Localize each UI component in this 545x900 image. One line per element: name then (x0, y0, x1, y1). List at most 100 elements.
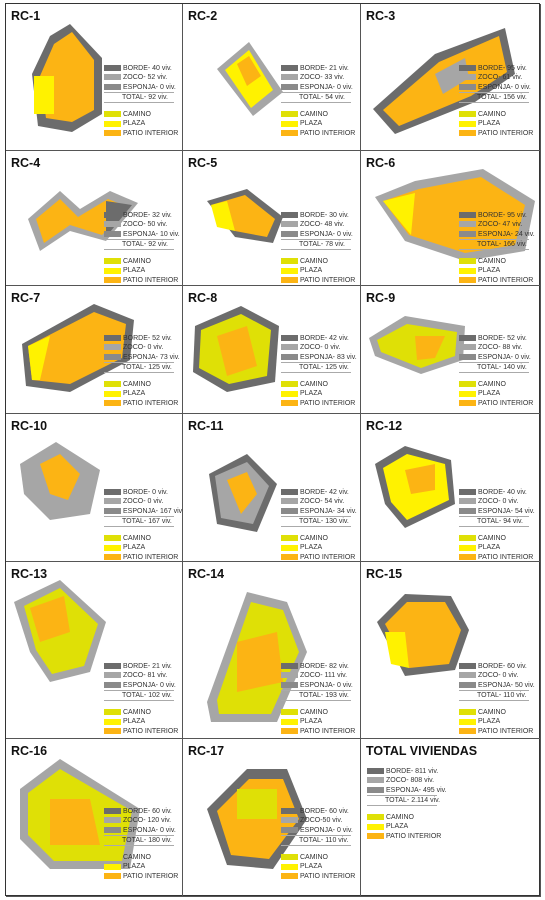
legend-row-plaza: PLAZA (459, 717, 535, 726)
label-camino: CAMINO (123, 709, 151, 717)
label-camino: CAMINO (478, 381, 506, 389)
swatch-patio (459, 553, 476, 560)
cell-title: RC-17 (188, 744, 225, 758)
swatch-plaza (459, 267, 476, 274)
label-camino: CAMINO (300, 381, 328, 389)
label-camino: CAMINO (386, 814, 414, 822)
label-patio: PATIO INTERIOR (386, 832, 442, 840)
legend-row-patio: PATIO INTERIOR (459, 129, 533, 138)
swatch-patio (104, 727, 121, 734)
count-borde: BORDE- 52 viv. (123, 335, 172, 342)
count-borde: BORDE- 21 viv. (300, 65, 349, 72)
label-patio: PATIO INTERIOR (300, 276, 356, 284)
swatch-plaza (459, 544, 476, 551)
legend-row-borde: BORDE- 60 viv. (281, 807, 355, 816)
swatch-borde (281, 335, 298, 342)
legend-row-borde: BORDE- 0 viv. (104, 488, 182, 497)
total-count: TOTAL- 110 viv. (477, 691, 527, 699)
count-esponja: ESPONJA- 54 viv. (478, 507, 535, 515)
block-patio (227, 472, 257, 514)
legend-row-plaza: PLAZA (281, 389, 357, 398)
swatch-plaza (281, 544, 298, 551)
legend-row-borde: BORDE- 60 viv. (459, 662, 535, 671)
label-camino: CAMINO (300, 854, 328, 862)
swatch-borde (459, 65, 476, 72)
swatch-plaza (104, 863, 121, 870)
swatch-patio (367, 832, 384, 839)
count-borde: BORDE- 42 viv. (300, 489, 349, 496)
block-borde (106, 201, 132, 237)
swatch-esponja (104, 230, 121, 237)
divider (459, 361, 529, 363)
swatch-patio (104, 399, 121, 406)
count-zoco: ZOCO- 0 viv. (478, 498, 519, 506)
legend-row-patio: PATIO INTERIOR (459, 276, 535, 285)
legend: BORDE- 0 viv. ZOCO- 0 viv. ESPONJA- 167 vi… (104, 488, 182, 561)
swatch-esponja (281, 826, 298, 833)
count-borde: BORDE- 82 viv. (300, 663, 349, 670)
swatch-camino (104, 258, 121, 265)
legend: BORDE- 21 viv. ZOCO- 81 viv. ESPONJA- 0 vi… (104, 662, 178, 736)
legend-row-esponja: ESPONJA- 0 viv. (281, 826, 355, 835)
total-count: TOTAL- 125 viv. (299, 363, 349, 371)
cell-title: RC-16 (11, 744, 48, 758)
swatch-borde (281, 808, 298, 815)
legend-row-camino: CAMINO (281, 380, 357, 389)
cell-title: RC-3 (366, 9, 396, 23)
divider (281, 238, 351, 240)
cell-rc-12: RC-12 BORDE- 40 viv. ZOCO- 0 viv. ESPONJA- … (361, 414, 541, 562)
legend-row-borde: BORDE- 21 viv. (104, 662, 178, 671)
legend-row-borde: BORDE- 95 viv. (459, 64, 533, 73)
divider (459, 526, 529, 528)
swatch-zoco (459, 498, 476, 505)
legend-row-camino: CAMINO (281, 853, 355, 862)
block-patio (30, 596, 70, 642)
divider (459, 700, 529, 702)
label-camino: CAMINO (123, 381, 151, 389)
label-plaza: PLAZA (386, 823, 409, 831)
legend-row-patio: PATIO INTERIOR (104, 276, 180, 285)
swatch-plaza (459, 390, 476, 397)
cell-rc-4: RC-4 BORDE- 32 viv. ZOCO- 50 viv. ESPONJA- … (6, 151, 183, 286)
legend-row-borde: BORDE- 52 viv. (459, 334, 533, 343)
swatch-zoco (459, 74, 476, 81)
swatch-borde (459, 335, 476, 342)
count-zoco: ZOCO-50 viv. (300, 817, 343, 825)
label-plaza: PLAZA (300, 718, 323, 726)
cell-title: RC-12 (366, 419, 403, 433)
divider (281, 700, 351, 702)
swatch-borde (459, 489, 476, 496)
total-count: TOTAL- 92 viv. (122, 93, 168, 101)
label-plaza: PLAZA (300, 267, 323, 275)
total-count: TOTAL- 130 viv. (299, 517, 349, 525)
legend-row-plaza: PLAZA (104, 266, 180, 275)
label-camino: CAMINO (123, 258, 151, 266)
label-patio: PATIO INTERIOR (300, 129, 356, 137)
legend-row-zoco: ZOCO- 52 viv. (104, 73, 178, 82)
cell-rc-8: RC-8 BORDE- 42 viv. ZOCO- 0 viv. ESPONJA- 8… (183, 286, 361, 414)
site-plan (369, 316, 465, 374)
legend-row-esponja: ESPONJA- 0 viv. (459, 353, 533, 362)
count-esponja: ESPONJA- 0 viv. (300, 826, 353, 834)
count-borde: BORDE- 60 viv. (300, 808, 349, 815)
legend-row-patio: PATIO INTERIOR (281, 553, 357, 561)
cell-title: RC-9 (366, 291, 396, 305)
legend-row-borde: BORDE- 52 viv. (104, 334, 180, 343)
swatch-zoco (459, 344, 476, 351)
divider (281, 845, 351, 847)
swatch-patio (104, 553, 121, 560)
divider (281, 91, 351, 93)
label-camino: CAMINO (300, 709, 328, 717)
swatch-camino (281, 381, 298, 388)
cell-rc-11: RC-11 BORDE- 42 viv. ZOCO- 54 viv. ESPONJA-… (183, 414, 361, 562)
swatch-patio (281, 872, 298, 879)
swatch-borde (104, 65, 121, 72)
label-plaza: PLAZA (478, 120, 501, 128)
swatch-esponja (459, 83, 476, 90)
count-esponja: ESPONJA- 50 viv. (478, 681, 535, 689)
count-zoco: ZOCO- 48 viv. (300, 221, 345, 229)
block-camino (237, 789, 277, 819)
count-esponja: ESPONJA- 0 viv. (123, 826, 176, 834)
label-camino: CAMINO (478, 258, 506, 266)
count-esponja: ESPONJA- 73 viv. (123, 353, 180, 361)
